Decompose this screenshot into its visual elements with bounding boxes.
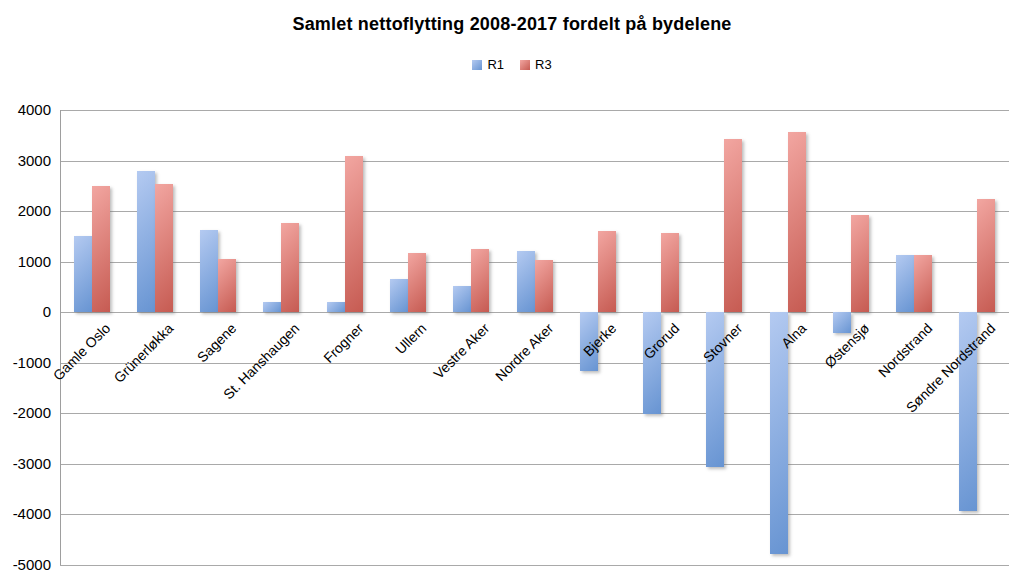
bar-r3 <box>155 184 173 312</box>
y-gridline <box>60 464 1009 465</box>
bar-r1 <box>390 279 408 312</box>
y-gridline <box>60 161 1009 162</box>
x-category-label: Frogner <box>320 320 366 366</box>
bar-r3 <box>345 156 363 313</box>
bar-r1 <box>833 312 851 333</box>
bar-r3 <box>661 233 679 312</box>
bar-r3 <box>724 139 742 312</box>
bar-r1 <box>643 312 661 414</box>
x-category-label: Nordre Aker <box>492 320 556 384</box>
bar-r3 <box>914 255 932 313</box>
legend-swatch-r3-icon <box>520 60 530 70</box>
y-tick-label: 1000 <box>0 253 51 271</box>
bar-r1 <box>137 171 155 313</box>
bar-chart: Samlet nettoflytting 2008-2017 fordelt p… <box>0 0 1024 581</box>
y-tick-label: 2000 <box>0 202 51 220</box>
y-gridline <box>60 565 1009 566</box>
x-category-label: Grünerløkka <box>110 320 176 386</box>
y-axis-line <box>60 110 61 565</box>
bar-r1 <box>263 302 281 313</box>
legend-item-r1: R1 <box>472 57 504 72</box>
bar-r3 <box>851 215 869 313</box>
bar-r3 <box>92 186 110 312</box>
bar-r1 <box>74 236 92 312</box>
y-tick-label: -2000 <box>0 404 51 422</box>
bar-r3 <box>598 231 616 312</box>
y-tick-label: 4000 <box>0 101 51 119</box>
bar-r3 <box>408 253 426 312</box>
chart-title: Samlet nettoflytting 2008-2017 fordelt p… <box>0 14 1024 35</box>
bar-r1 <box>200 230 218 312</box>
x-category-label: Vestre Aker <box>431 320 493 382</box>
bar-r3 <box>471 249 489 312</box>
legend-swatch-r1-icon <box>472 60 482 70</box>
y-gridline <box>60 211 1009 212</box>
x-category-label: Gamle Oslo <box>49 320 113 384</box>
y-tick-label: -5000 <box>0 556 51 574</box>
y-tick-label: -3000 <box>0 455 51 473</box>
y-tick-label: 3000 <box>0 152 51 170</box>
bar-r3 <box>788 132 806 313</box>
y-tick-label: -4000 <box>0 505 51 523</box>
bar-r1 <box>327 302 345 312</box>
legend-label-r3: R3 <box>535 57 552 72</box>
y-gridline <box>60 312 1009 313</box>
x-category-label: Ullern <box>392 320 429 357</box>
bar-r1 <box>517 251 535 313</box>
legend: R1 R3 <box>0 57 1024 72</box>
y-tick-label: 0 <box>0 303 51 321</box>
legend-label-r1: R1 <box>487 57 504 72</box>
y-gridline <box>60 413 1009 414</box>
x-category-label: Sagene <box>194 320 239 365</box>
bar-r1 <box>770 312 788 554</box>
bar-r1 <box>453 286 471 312</box>
bar-r3 <box>977 199 995 313</box>
x-category-label: Nordstrand <box>875 320 935 380</box>
y-gridline <box>60 514 1009 515</box>
bar-r3 <box>281 223 299 312</box>
y-gridline <box>60 110 1009 111</box>
bar-r3 <box>535 260 553 313</box>
legend-item-r3: R3 <box>520 57 552 72</box>
bar-r3 <box>218 259 236 313</box>
y-tick-label: -1000 <box>0 354 51 372</box>
bar-r1 <box>896 255 914 312</box>
